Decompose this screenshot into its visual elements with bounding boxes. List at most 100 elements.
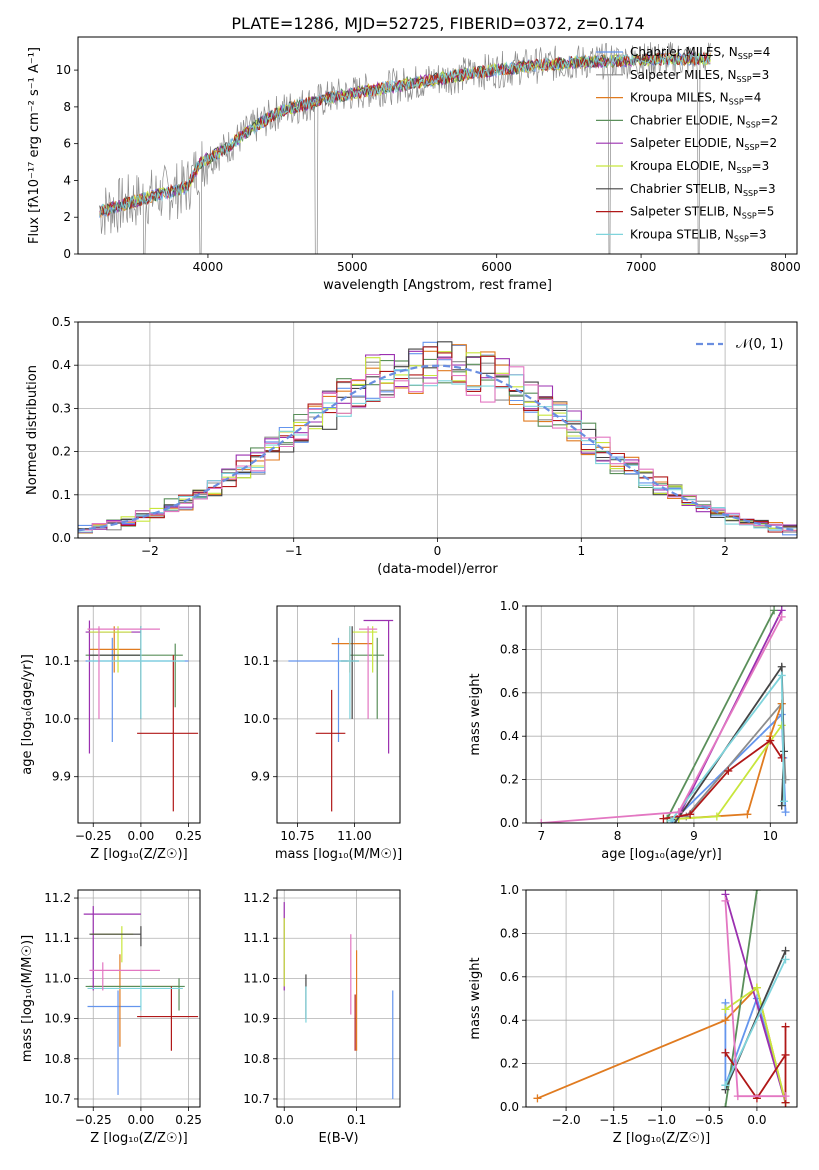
- y-tick-label: 0.4: [52, 358, 71, 372]
- weight-vs-age-plot-area: [526, 606, 797, 823]
- errorbar-salpeter-stelib: [315, 689, 346, 812]
- spectrum-line-salpeter-stelib: [99, 51, 711, 217]
- y-tick-label: 0.3: [52, 401, 71, 415]
- weight-marker: [781, 955, 790, 964]
- y-tick-label: 10.7: [44, 1092, 71, 1106]
- mass-vs-ebv-xlabel: E(B-V): [318, 1131, 358, 1146]
- y-tick-label: 9.9: [52, 770, 71, 784]
- weight-marker: [721, 1016, 730, 1025]
- weight-marker: [712, 812, 721, 821]
- age-vs-Z-ylabel: age [log₁₀(age/yr)]: [20, 654, 35, 775]
- residuals-xlabel: (data-model)/error: [377, 562, 498, 577]
- weight-series-salpeter-stelib: [721, 1022, 790, 1107]
- legend-subscript: SSP: [743, 189, 758, 198]
- x-tick-label: 0.1: [347, 1113, 366, 1127]
- y-tick-label: 11.2: [44, 891, 71, 905]
- weight-marker: [537, 819, 546, 823]
- errorbar-kroupa-stelib: [87, 978, 183, 1011]
- y-tick-label: 10.7: [243, 1092, 270, 1106]
- x-tick-label: 0.00: [128, 1113, 155, 1127]
- y-tick-label: 9.9: [251, 770, 270, 784]
- histogram-extra: [78, 358, 797, 532]
- x-tick-label: 0.0: [747, 1113, 766, 1127]
- y-tick-label: 0.0: [500, 1100, 519, 1114]
- y-tick-label: 2: [63, 210, 71, 224]
- weight-marker: [721, 1048, 730, 1057]
- weight-marker: [777, 612, 786, 621]
- x-tick-label: −1: [285, 544, 303, 558]
- legend-entry-normal: 𝒩(0, 1): [736, 337, 783, 352]
- y-tick-label: 0.5: [52, 315, 71, 329]
- weight-line: [724, 894, 787, 1103]
- spectrum-line-kroupa-stelib: [99, 51, 711, 217]
- legend-entry-chabrier-miles: Chabrier MILES, NSSP=4: [630, 45, 770, 61]
- weight-vs-Z-frame: [525, 889, 798, 1108]
- errorbar-salpeter-stelib: [137, 986, 199, 1051]
- weight-vs-Z-plot-area: [526, 890, 797, 1107]
- y-tick-label: 0.2: [500, 773, 519, 787]
- weight-marker: [781, 946, 790, 955]
- legend-count: =3: [758, 182, 776, 196]
- y-tick-label: 0: [63, 247, 71, 261]
- y-tick-label: 11.2: [243, 891, 270, 905]
- weight-marker: [781, 1092, 790, 1101]
- age-vs-mass-frame: [276, 605, 401, 824]
- y-tick-label: 0.0: [52, 531, 71, 545]
- legend-subscript: SSP: [734, 234, 749, 243]
- age-vs-Z-xlabel: Z [log₁₀(Z/Z☉)]: [90, 847, 187, 862]
- y-tick-label: 10.9: [243, 1012, 270, 1026]
- y-tick-label: 0.6: [500, 686, 519, 700]
- x-tick-label: 9: [690, 829, 698, 843]
- x-tick-label: 8000: [770, 260, 801, 274]
- legend-entry-kroupa-elodie: Kroupa ELODIE, NSSP=3: [630, 159, 769, 175]
- y-tick-label: 0.1: [52, 488, 71, 502]
- weight-vs-Z-axes: −2.0 −1.5 −1.0 −0.5 0.0 0.0 0.2 0.4 0.6 0.8 1.0 Z […: [468, 883, 798, 1146]
- weight-marker: [721, 1005, 730, 1014]
- normal-curve: [78, 364, 797, 532]
- y-tick-label: 0.2: [52, 445, 71, 459]
- mass-vs-Z-axes: −0.25 0.00 0.25 10.7 10.8 10.9 11.0 11.1 11.2 Z […: [20, 889, 202, 1146]
- legend-entry-chabrier-elodie: Chabrier ELODIE, NSSP=2: [630, 113, 778, 129]
- legend-count: =3: [749, 227, 767, 241]
- age-vs-Z-axes: −0.25 0.00 0.25 9.9 10.0 10.1 Z [log₁₀(Z/Z☉)] a…: [20, 605, 202, 862]
- x-tick-label: 5000: [337, 260, 368, 274]
- legend-subscript: SSP: [737, 166, 752, 175]
- weight-series-extra: [537, 612, 786, 823]
- errorbar-kroupa-miles: [89, 626, 141, 673]
- x-tick-label: −1.0: [647, 1113, 676, 1127]
- spectrum-ylabel: Flux [fλ10⁻¹⁷ erg cm⁻² s⁻¹ A⁻¹]: [27, 47, 42, 244]
- x-tick-label: 4000: [193, 260, 224, 274]
- legend-count: =5: [757, 205, 775, 219]
- weight-series-salpeter-stelib: [659, 736, 786, 823]
- x-tick-label: 11.00: [337, 829, 371, 843]
- weight-marker: [770, 606, 779, 615]
- legend-subscript: SSP: [744, 143, 759, 152]
- legend-entry-chabrier-stelib: Chabrier STELIB, NSSP=3: [630, 182, 776, 198]
- y-tick-label: 0.2: [500, 1057, 519, 1071]
- legend-subscript: SSP: [738, 52, 753, 61]
- x-tick-label: −0.25: [75, 829, 112, 843]
- x-tick-label: 6000: [481, 260, 512, 274]
- x-tick-label: 10: [763, 829, 778, 843]
- y-tick-label: 6: [63, 137, 71, 151]
- x-tick-label: 10.75: [280, 829, 314, 843]
- weight-marker: [721, 896, 730, 905]
- legend-entry-salpeter-miles: Salpeter MILES, NSSP=3: [630, 68, 769, 84]
- spectrum-axes: 4000 5000 6000 7000 8000 0 2 4 6 8 10 wavelength [A…: [27, 36, 801, 293]
- residuals-plot-area: [78, 322, 797, 538]
- legend-count: =4: [744, 91, 762, 105]
- weight-line: [666, 609, 775, 820]
- x-tick-label: 0.0: [275, 1113, 294, 1127]
- errorbar-kroupa-elodie: [89, 626, 132, 673]
- y-tick-label: 10.8: [44, 1052, 71, 1066]
- y-tick-label: 0.8: [500, 926, 519, 940]
- weight-vs-age-axes: 7 8 9 10 0.0 0.2 0.4 0.6 0.8 1.0 age [log₁₀(age/yr…: [468, 599, 798, 862]
- weight-vs-Z-xlabel: Z [log₁₀(Z/Z☉)]: [613, 1131, 710, 1146]
- weight-marker: [667, 816, 676, 823]
- spectrum-legend: Chabrier MILES, NSSP=4 Salpeter MILES, NS…: [596, 45, 778, 243]
- weight-vs-age-xlabel: age [log₁₀(age/yr)]: [601, 847, 722, 862]
- x-tick-label: 0: [434, 544, 442, 558]
- errorbar-extra: [89, 962, 160, 991]
- y-tick-label: 11.1: [243, 931, 270, 945]
